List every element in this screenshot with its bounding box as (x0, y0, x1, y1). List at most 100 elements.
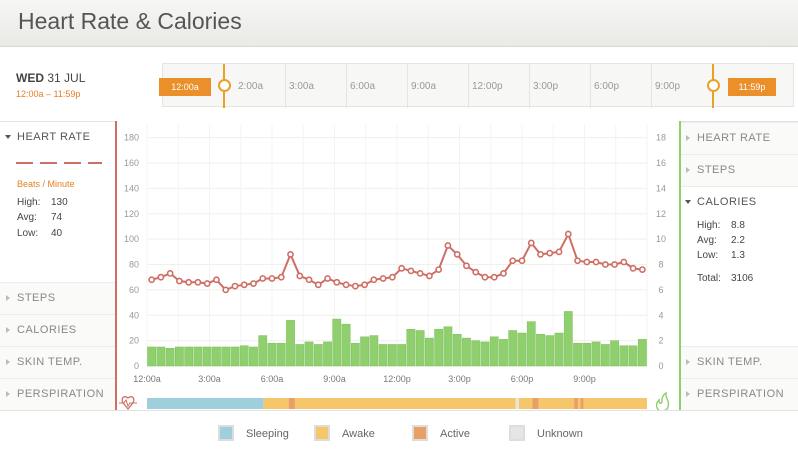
calorie-bar (563, 311, 573, 367)
heart-rate-point (611, 261, 618, 268)
heart-rate-point (333, 278, 341, 286)
section-label: SKIN TEMP. (697, 356, 763, 368)
calorie-bar (591, 341, 601, 367)
heart-rate-point (314, 281, 322, 289)
timeline-hour-label: 3:00p (533, 81, 559, 92)
caret-right-icon (686, 359, 690, 365)
heart-rate-point (231, 282, 239, 290)
heart-rate-section[interactable]: HEART RATE Beats / Minute High: 130 Avg:… (0, 122, 116, 280)
activity-segment (518, 398, 533, 409)
timeline-start-knob[interactable] (218, 79, 231, 92)
calorie-bar (489, 336, 499, 367)
calorie-bar (332, 318, 342, 367)
calorie-bar (193, 346, 203, 367)
legend-label: Awake (342, 428, 375, 440)
heart-rate-point (277, 273, 285, 281)
right-axis-tick-label: 10 (656, 234, 666, 244)
calorie-bar (628, 345, 638, 367)
heart-high-value: 130 (51, 197, 68, 208)
heart-rate-point (555, 248, 563, 256)
right-axis-tick-label: 16 (656, 158, 666, 168)
legend-swatch (412, 425, 428, 441)
calorie-bar (600, 344, 610, 367)
chart-background (115, 121, 681, 411)
calorie-bar (360, 336, 369, 367)
heart-rate-point (379, 275, 387, 282)
left-section-calories[interactable]: CALORIES (0, 314, 116, 346)
x-axis-tick-label: 3:00p (448, 374, 471, 384)
calorie-bar (175, 346, 184, 367)
heart-rate-point (166, 270, 174, 277)
heart-rate-point (324, 275, 331, 282)
right-axis-tick-label: 18 (656, 133, 666, 143)
heart-rate-point (213, 276, 220, 284)
right-section-heart-rate[interactable]: HEART RATE (680, 122, 798, 154)
cal-total-value: 3106 (731, 273, 754, 284)
right-section-perspiration[interactable]: PERSPIRATION (680, 378, 798, 410)
timeline-tick (346, 64, 347, 108)
timeline-hour-label: 6:00p (594, 81, 620, 92)
activity-segment (294, 398, 516, 409)
heart-rate-point (259, 275, 267, 282)
heart-rate-point (203, 280, 211, 287)
heart-rate-point (305, 276, 313, 284)
legend-swatch (218, 425, 234, 441)
right-section-steps[interactable]: STEPS (680, 154, 798, 186)
heart-line-legend-icon (16, 162, 102, 164)
page-title: Heart Rate & Calories (18, 8, 242, 34)
heart-rate-point (463, 262, 470, 270)
activity-segment (580, 398, 584, 409)
left-section-perspiration[interactable]: PERSPIRATION (0, 378, 116, 410)
calorie-bar (582, 342, 592, 367)
cal-low-value: 1.3 (731, 250, 745, 261)
section-label: STEPS (17, 292, 56, 304)
calorie-bar (387, 344, 397, 367)
caret-right-icon (686, 391, 690, 397)
timeline-end-handle[interactable]: 11:59p (728, 78, 776, 96)
cal-total-label: Total: (697, 273, 721, 284)
section-label: STEPS (697, 164, 736, 176)
calorie-bar (462, 337, 471, 367)
calorie-bar (286, 320, 295, 367)
page-header: Heart Rate & Calories (0, 0, 798, 47)
calories-section[interactable]: CALORIES High: 8.8 Avg: 2.2 Low: 1.3 Tot… (680, 186, 798, 347)
calorie-bar (573, 342, 582, 367)
calorie-bar (619, 345, 629, 367)
heart-rate-point (287, 250, 294, 258)
left-axis-tick-label: 100 (124, 234, 139, 244)
calories-title: CALORIES (697, 196, 757, 208)
heart-rate-point (453, 250, 461, 258)
heart-rate-point (592, 258, 600, 266)
left-section-skin-temp[interactable]: SKIN TEMP. (0, 346, 116, 378)
heart-rate-point (564, 230, 572, 238)
heart-rate-point (426, 272, 433, 280)
left-section-steps[interactable]: STEPS (0, 282, 116, 314)
left-axis-tick-label: 20 (129, 336, 139, 346)
calorie-bar (304, 341, 314, 367)
timeline-end-knob[interactable] (707, 79, 720, 92)
heart-avg-value: 74 (51, 212, 63, 223)
heart-rate-point (157, 273, 165, 281)
timeline-tick (529, 64, 530, 108)
heart-rate-point (583, 258, 591, 266)
timeline-start-handle[interactable]: 12:00a (159, 78, 211, 96)
timeline-range-selector[interactable]: 2:00a 3:00a 6:00a 9:00a 12:00p 3:00p 6:00p 9:00… (159, 63, 794, 108)
heart-calories-chart[interactable]: 0 20 40 60 80 100 120 140 160 180 0 2 4 6 8 10 12 14 16 18 1… (115, 121, 681, 411)
cal-low-label: Low: (697, 250, 719, 261)
heart-high-label: High: (17, 197, 41, 208)
cal-avg-value: 2.2 (731, 235, 745, 246)
calorie-bar (471, 340, 481, 367)
activity-segment (538, 398, 575, 409)
right-section-skin-temp[interactable]: SKIN TEMP. (680, 346, 798, 378)
calorie-bar (536, 334, 545, 367)
left-axis-tick-label: 160 (124, 158, 139, 168)
right-axis-tick-label: 0 (658, 361, 663, 371)
heart-rate-point (222, 286, 230, 294)
heart-rate-point (370, 276, 378, 284)
legend-label: Unknown (537, 428, 583, 440)
calorie-bar (434, 328, 444, 367)
section-label: PERSPIRATION (697, 388, 785, 400)
calorie-bar (517, 332, 527, 367)
legend-label: Sleeping (246, 428, 289, 440)
heart-rate-point (398, 264, 406, 272)
